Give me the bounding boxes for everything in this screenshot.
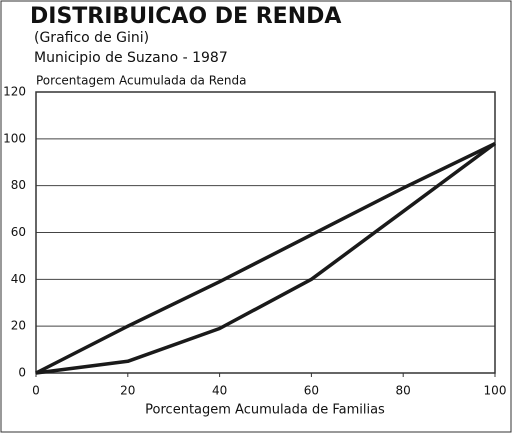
series-line	[35, 142, 497, 375]
y-tick-label: 60	[11, 225, 26, 239]
y-tick-label: 0	[18, 366, 26, 380]
chart-title: DISTRIBUICAO DE RENDA	[30, 4, 341, 29]
x-tick-label: 0	[32, 384, 40, 398]
x-tick-label: 40	[212, 384, 227, 398]
y-tick-label: 20	[11, 319, 26, 333]
x-tick-label: 20	[120, 384, 135, 398]
x-axis-label: Porcentagem Acumulada de Familias	[145, 403, 385, 418]
y-tick-label: 120	[3, 85, 26, 99]
y-axis-label: Porcentagem Acumulada da Renda	[36, 74, 246, 88]
chart-subtitle: Municipio de Suzano - 1987	[34, 50, 228, 66]
chart-subtitle: (Grafico de Gini)	[34, 30, 149, 46]
series-line	[35, 141, 496, 375]
plot-frame	[35, 91, 496, 374]
y-tick-label: 100	[3, 131, 26, 145]
x-tick-label: 60	[304, 384, 319, 398]
y-tick-label: 40	[11, 272, 26, 286]
y-tick-label: 80	[11, 178, 26, 192]
x-tick-label: 100	[484, 384, 507, 398]
x-tick-label: 80	[396, 384, 411, 398]
